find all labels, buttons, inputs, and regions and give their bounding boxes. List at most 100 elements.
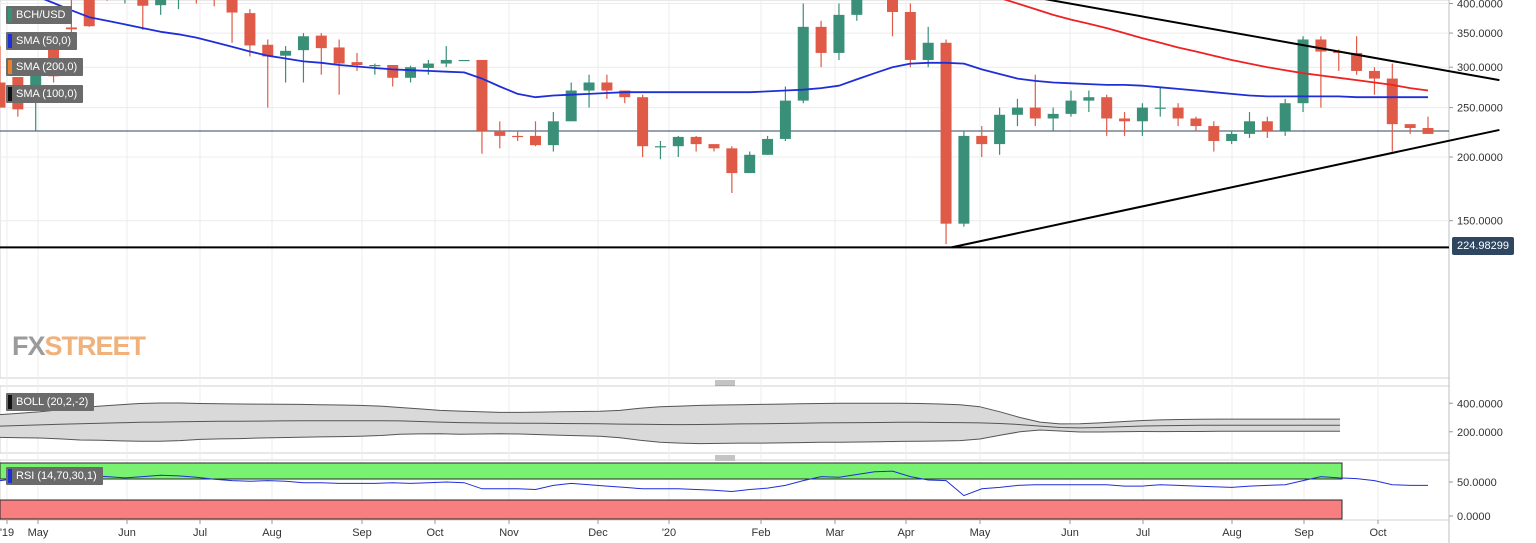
candle-body <box>744 154 756 174</box>
x-tick-label: Jul <box>1136 527 1150 539</box>
candle-body <box>547 121 559 146</box>
candle-body <box>1297 39 1309 104</box>
candle-body <box>369 65 381 67</box>
rsi-y-tick-label: 0.0000 <box>1457 511 1491 523</box>
sma-50-text: SMA (50,0) <box>16 35 72 47</box>
candle-body <box>530 135 541 146</box>
candle-body <box>405 67 417 78</box>
fxstreet-logo: FXSTREET <box>12 331 146 361</box>
x-tick-label: Mar <box>826 527 845 539</box>
candle-body <box>887 0 898 12</box>
candle-body <box>762 138 774 155</box>
candle-body <box>976 135 988 145</box>
sma-50-swatch <box>8 34 12 48</box>
candle-body <box>1261 121 1273 131</box>
boll-label[interactable]: BOLL (20,2,-2) <box>6 393 95 411</box>
boll-swatch <box>8 395 12 409</box>
candle-body <box>30 74 42 93</box>
symbol-swatch <box>8 8 12 22</box>
candle-body <box>779 100 791 139</box>
candle-body <box>476 59 488 131</box>
candle-body <box>601 82 613 91</box>
candle-body <box>851 0 863 15</box>
y-tick-label: 250.0000 <box>1457 103 1503 115</box>
y-tick-label: 300.0000 <box>1457 62 1503 74</box>
boll-middle <box>0 420 1340 429</box>
x-tick-label: '19 <box>0 527 14 539</box>
candle-body <box>1011 107 1023 115</box>
candle-body <box>1404 124 1416 128</box>
boll-text: BOLL (20,2,-2) <box>16 396 89 408</box>
y-tick-label: 200.0000 <box>1457 152 1503 164</box>
sma-100-text: SMA (100,0) <box>16 88 78 100</box>
boll-y-tick-label: 200.0000 <box>1457 427 1503 439</box>
candle-body <box>422 63 434 68</box>
candle-body <box>1172 107 1184 119</box>
x-tick-label: Sep <box>352 527 372 539</box>
x-tick-label: Dec <box>588 527 608 539</box>
candle-body <box>83 0 95 27</box>
rsi-text: RSI (14,70,30,1) <box>16 470 97 482</box>
x-tick-label: Jun <box>118 527 136 539</box>
boll-band-fill <box>0 403 1340 444</box>
candle-body <box>1083 97 1095 101</box>
indicator-sma-100[interactable]: SMA (100,0) <box>6 85 84 103</box>
candle-body <box>654 146 666 148</box>
candle-body <box>0 82 6 108</box>
candle-body <box>65 27 77 30</box>
x-tick-label: Oct <box>426 527 443 539</box>
support-trendline <box>951 128 1500 249</box>
overlays <box>0 0 1500 249</box>
candle-body <box>440 59 452 64</box>
sma-200-text: SMA (200,0) <box>16 61 78 73</box>
candle-body <box>262 44 274 57</box>
symbol-label[interactable]: BCH/USD <box>6 6 72 24</box>
candle-body <box>708 144 720 149</box>
candle-body <box>1244 121 1255 134</box>
x-tick-label: May <box>28 527 49 539</box>
candle-body <box>297 36 309 51</box>
boll-upper <box>0 402 1340 425</box>
x-tick-label: Apr <box>897 527 914 539</box>
candle-body <box>833 14 845 53</box>
candle-body <box>940 42 952 224</box>
candle-body <box>1226 133 1238 141</box>
rsi-label[interactable]: RSI (14,70,30,1) <box>6 467 103 485</box>
candle-body <box>583 82 595 91</box>
candle-body <box>637 97 649 147</box>
rsi-overbought-zone <box>0 462 1343 480</box>
candle-body <box>1154 107 1166 109</box>
rsi-line <box>0 470 1428 497</box>
candle-body <box>1315 39 1327 52</box>
candle-body <box>1351 52 1363 71</box>
candle-body <box>619 90 631 98</box>
rsi-panel <box>0 462 1428 520</box>
indicator-sma-50[interactable]: SMA (50,0) <box>6 32 78 50</box>
y-tick-label: 150.0000 <box>1457 216 1503 228</box>
candle-body <box>244 13 256 46</box>
main-panel-frame <box>0 0 1450 379</box>
x-tick-label: Aug <box>1222 527 1242 539</box>
candle-body <box>797 26 809 101</box>
current-price-tag: 224.98299 <box>1452 237 1514 255</box>
rsi-oversold-zone <box>0 499 1343 520</box>
candle-body <box>1119 118 1131 122</box>
boll-y-tick-label: 400.0000 <box>1457 398 1503 410</box>
candle-body <box>137 0 149 6</box>
candle-body <box>1029 107 1041 119</box>
y-axis: 650.0000600.0000550.0000500.0000450.0000… <box>1449 0 1503 523</box>
x-tick-label: Oct <box>1369 527 1386 539</box>
candles <box>0 0 1434 245</box>
x-tick-label: Aug <box>262 527 282 539</box>
candle-body <box>1136 107 1148 122</box>
bollinger-panel <box>0 402 1340 445</box>
sma-50-line <box>43 0 1428 99</box>
candle-body <box>387 65 399 78</box>
candle-body <box>994 114 1006 145</box>
candle-body <box>333 47 345 64</box>
candle-body <box>565 90 577 122</box>
indicator-sma-200[interactable]: SMA (200,0) <box>6 58 84 76</box>
y-tick-label: 400.0000 <box>1457 0 1503 11</box>
candle-body <box>512 135 524 138</box>
